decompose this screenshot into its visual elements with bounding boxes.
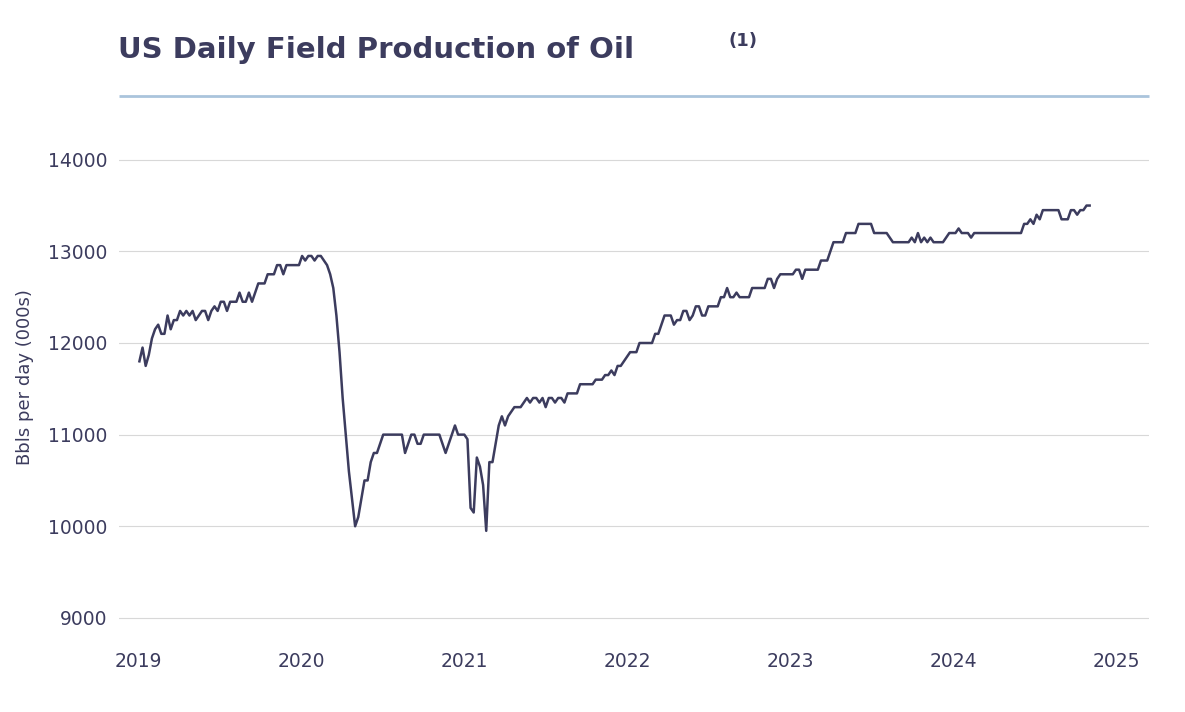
Text: US Daily Field Production of Oil: US Daily Field Production of Oil <box>118 36 635 63</box>
Text: (1): (1) <box>729 32 757 50</box>
Y-axis label: Bbls per day (000s): Bbls per day (000s) <box>17 289 34 466</box>
